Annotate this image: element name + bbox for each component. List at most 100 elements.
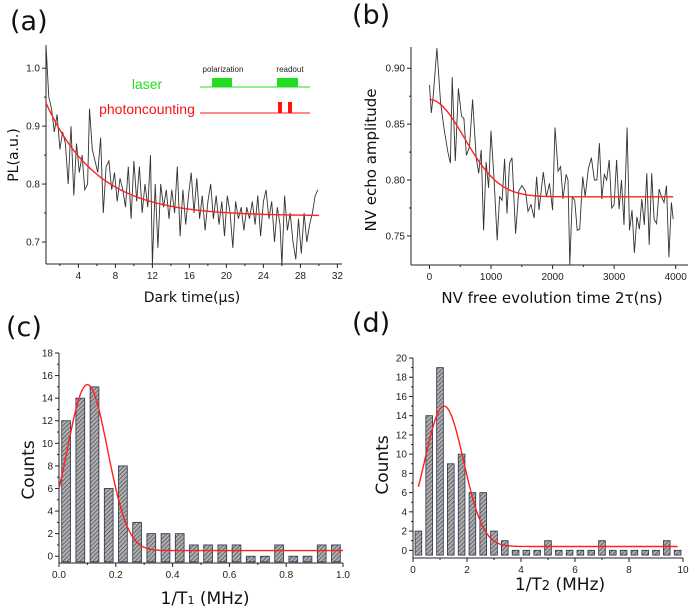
- x-axis-label-d: 1/T2 (MHz): [515, 575, 605, 595]
- polarization-label: polarization: [203, 65, 244, 74]
- y-tick-label: 0.85: [386, 120, 406, 131]
- x-tick-label: 12: [147, 271, 159, 282]
- y-tick-label: 0: [401, 546, 407, 557]
- y-tick-label: 1.0: [26, 64, 40, 75]
- y-tick-label: 14: [396, 411, 408, 422]
- bar: [245, 555, 256, 563]
- x-tick-label: 32: [332, 271, 344, 282]
- chart-d: 0 2 4 6 8 10 0 2 4 6 8 10 12 14 16 18 20: [396, 354, 689, 577]
- chart-a: 4 8 12 16 20 24 28 32 0.7 0.8 0.9 1.0: [26, 44, 344, 282]
- x-tick-label: 4: [518, 565, 524, 576]
- x-tick-label: 0.8: [279, 570, 293, 581]
- x-tick-label: 16: [184, 271, 196, 282]
- x-tick-label: 3000: [603, 272, 626, 283]
- panel-label-b: (b): [352, 0, 390, 31]
- bar: [146, 533, 157, 563]
- y-tick-label: 2: [47, 529, 53, 540]
- x-tick-label: 8: [626, 565, 632, 576]
- bar: [160, 533, 171, 563]
- x-axis-label-a: Dark time(μs): [144, 290, 240, 306]
- bar: [447, 463, 455, 556]
- y-axis-label-d: Counts: [373, 435, 393, 494]
- y-tick-label: 12: [396, 430, 408, 441]
- fit-curve: [417, 405, 678, 548]
- y-tick-label: 10: [396, 450, 408, 461]
- bar: [260, 555, 270, 563]
- bar: [533, 549, 541, 556]
- y-tick-label: 18: [42, 349, 54, 360]
- bar: [414, 530, 423, 556]
- y-tick-label: 6: [47, 484, 53, 495]
- bar: [89, 386, 100, 563]
- x-tick-label: 4: [76, 271, 82, 282]
- y-tick-label: 0.80: [386, 176, 406, 187]
- bar: [609, 549, 617, 556]
- data-line: [429, 48, 674, 266]
- y-axis-label-a: PL(a.u.): [6, 128, 22, 182]
- bar: [103, 488, 114, 563]
- y-tick-label: 0.9: [26, 122, 40, 133]
- polarization-pulse: [212, 78, 232, 87]
- x-tick-label: 6: [572, 565, 578, 576]
- bar: [468, 492, 477, 556]
- fit-curve: [429, 98, 674, 198]
- bar: [436, 367, 444, 556]
- bar: [425, 415, 433, 556]
- bar: [288, 555, 299, 563]
- bar: [598, 540, 606, 556]
- bar: [75, 397, 86, 563]
- y-tick-label: 18: [396, 373, 408, 384]
- x-tick-label: 0: [410, 565, 416, 576]
- x-tick-label: 20: [221, 271, 233, 282]
- y-tick-label: 0.7: [26, 237, 40, 248]
- bar: [555, 549, 563, 556]
- y-tick-label: 8: [47, 461, 53, 472]
- bar: [663, 540, 671, 556]
- x-tick-label: 0.6: [222, 570, 236, 581]
- bar: [203, 544, 213, 563]
- x-tick-label: 10: [677, 565, 689, 576]
- bar: [231, 544, 242, 563]
- x-tick-label: 1.0: [336, 570, 350, 581]
- fit-curve: [45, 102, 319, 217]
- bar: [587, 549, 595, 556]
- x-tick-label: 1000: [480, 272, 503, 283]
- x-tick-label: 24: [258, 271, 270, 282]
- chart-b: 0 1000 2000 3000 4000 0.75 0.80 0.85 0.90: [386, 47, 688, 283]
- y-tick-label: 0.90: [386, 64, 406, 75]
- photoncounting-label: photoncounting: [99, 101, 195, 117]
- x-tick-label: 2: [464, 565, 470, 576]
- bar: [501, 540, 509, 556]
- y-tick-label: 16: [396, 392, 408, 403]
- x-tick-label: 0: [427, 272, 433, 283]
- y-axis-label-c: Counts: [19, 440, 39, 499]
- pulse-sequence-inset: laser photoncounting polarization readou…: [99, 65, 310, 117]
- bar: [479, 492, 487, 556]
- data-line: [45, 44, 319, 266]
- bar: [274, 544, 284, 563]
- bar: [641, 549, 649, 556]
- bar: [652, 549, 660, 556]
- bar: [673, 549, 682, 556]
- readout-label: readout: [276, 65, 304, 74]
- bar: [174, 533, 185, 563]
- x-axis-label-b: NV free evolution time 2τ(ns): [441, 289, 662, 307]
- bar: [544, 540, 552, 556]
- bar: [331, 544, 341, 563]
- y-tick-label: 8: [401, 469, 407, 480]
- x-tick-label: 0.4: [166, 570, 180, 581]
- x-tick-label: 0.2: [109, 570, 123, 581]
- bar: [189, 544, 199, 563]
- fit-curve: [58, 383, 343, 552]
- panel-label-c: (c): [6, 312, 42, 343]
- y-tick-label: 4: [401, 507, 407, 518]
- bar: [457, 453, 466, 556]
- y-tick-label: 0.8: [26, 180, 40, 191]
- y-tick-label: 12: [42, 416, 54, 427]
- bar: [217, 544, 228, 563]
- x-tick-label: 4000: [665, 272, 688, 283]
- y-tick-label: 6: [401, 488, 407, 499]
- count-window-2: [288, 102, 292, 113]
- x-axis-label-c: 1/T1 (MHz): [161, 589, 250, 607]
